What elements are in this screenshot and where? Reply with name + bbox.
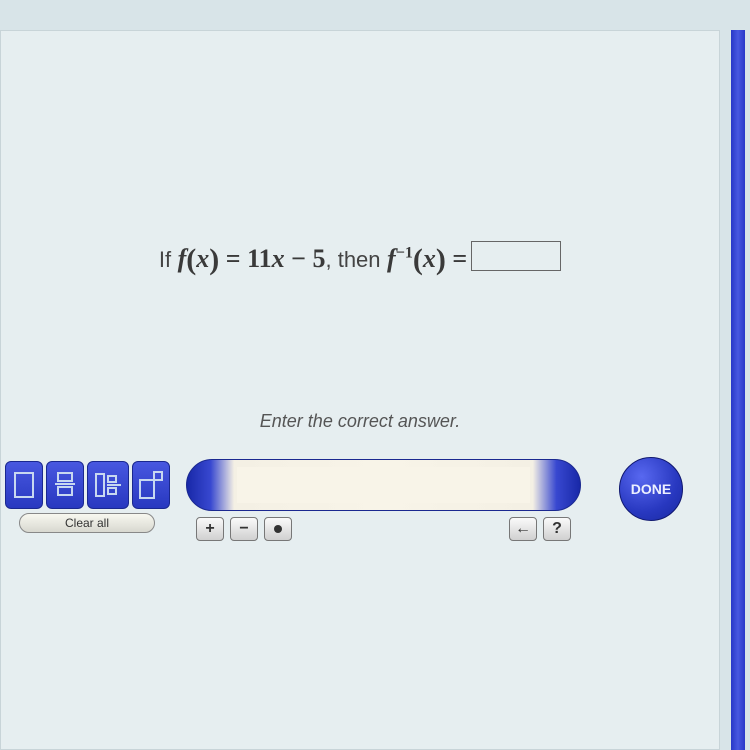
exponent-mode-button[interactable] — [132, 461, 170, 509]
func-f: f — [178, 244, 187, 273]
done-label: DONE — [631, 481, 671, 497]
then-label: , then — [325, 247, 380, 272]
help-icon: ? — [552, 520, 562, 538]
plus-button[interactable]: + — [196, 517, 224, 541]
clear-all-button[interactable]: Clear all — [19, 513, 155, 533]
equals-1: = — [226, 244, 241, 273]
answer-panel: Clear all + − ← ? DONE — [1, 461, 721, 581]
done-button[interactable]: DONE — [619, 457, 683, 521]
dot-button[interactable] — [264, 517, 292, 541]
dot-icon — [274, 525, 282, 533]
fraction-icon — [55, 472, 75, 498]
back-button[interactable]: ← — [509, 517, 537, 541]
answer-input[interactable] — [237, 467, 530, 503]
minus-icon: − — [239, 520, 248, 538]
page-root: If f(x) = 11x − 5, then f−1(x) = Enter t… — [0, 0, 750, 750]
symbol-group-left: + − — [196, 517, 292, 543]
inverse-exponent: −1 — [396, 244, 413, 261]
question-text: If f(x) = 11x − 5, then f−1(x) = — [1, 241, 719, 277]
content-frame: If f(x) = 11x − 5, then f−1(x) = Enter t… — [0, 30, 720, 750]
answer-placeholder-box — [471, 241, 561, 271]
fraction-mode-button[interactable] — [46, 461, 84, 509]
back-icon: ← — [515, 520, 531, 538]
help-button[interactable]: ? — [543, 517, 571, 541]
whole-icon — [14, 472, 34, 498]
mixed-icon — [95, 473, 121, 497]
plus-icon: + — [205, 520, 214, 538]
instruction-text: Enter the correct answer. — [1, 411, 719, 432]
inv-func-f: f — [387, 244, 396, 273]
answer-input-capsule — [186, 459, 581, 511]
expression: 11x − 5 — [247, 244, 325, 273]
question-area: If f(x) = 11x − 5, then f−1(x) = — [1, 241, 719, 277]
if-label: If — [159, 247, 171, 272]
func-arg: x — [196, 244, 209, 273]
mixed-mode-button[interactable] — [87, 461, 129, 509]
equals-2: = — [452, 244, 467, 273]
right-accent-band — [731, 30, 745, 750]
whole-mode-button[interactable] — [5, 461, 43, 509]
minus-button[interactable]: − — [230, 517, 258, 541]
exponent-icon — [139, 471, 163, 499]
mode-button-group — [5, 461, 170, 509]
inv-arg: x — [423, 244, 436, 273]
symbol-strip: + − ← ? — [196, 517, 571, 543]
symbol-group-right: ← ? — [509, 517, 571, 543]
